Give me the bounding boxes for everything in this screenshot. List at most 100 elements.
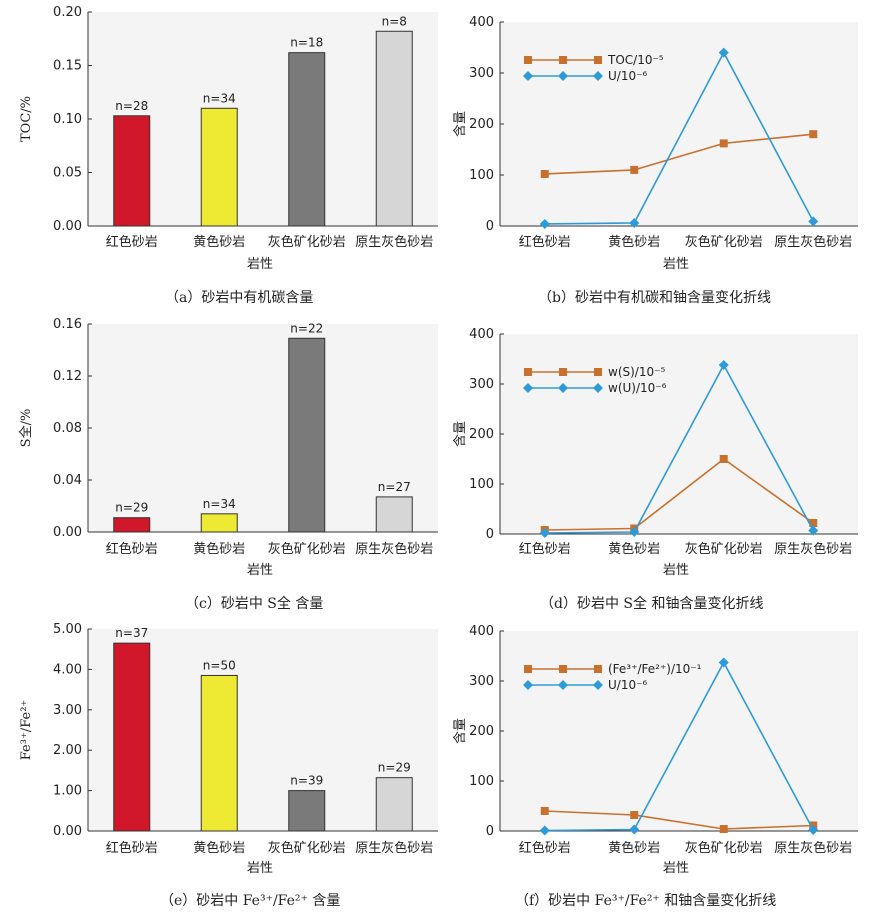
legend-marker xyxy=(594,56,602,64)
legend-marker xyxy=(523,383,533,393)
x-category-label: 红色砂岩 xyxy=(106,234,158,250)
caption-c: （c）砂岩中 S全 含量 xyxy=(185,596,324,612)
bar-n-label: n=28 xyxy=(115,99,148,113)
bar-n-label: n=39 xyxy=(290,774,323,788)
bar-n-label: n=18 xyxy=(290,36,323,50)
y-tick-label: 0 xyxy=(486,219,494,234)
legend-marker xyxy=(524,368,532,376)
bar xyxy=(375,30,413,227)
x-category-label: 灰色矿化砂岩 xyxy=(685,840,763,856)
legend-marker xyxy=(594,368,602,376)
x-category-label: 黄色砂岩 xyxy=(608,541,660,557)
y-tick-label: 3.00 xyxy=(53,703,82,718)
y-axis-title: TOC/% xyxy=(19,96,34,142)
y-tick-label: 5.00 xyxy=(53,622,82,637)
x-category-label: 灰色矿化砂岩 xyxy=(268,234,346,250)
data-point xyxy=(539,825,550,836)
x-category-label: 红色砂岩 xyxy=(519,234,571,250)
bar-n-label: n=37 xyxy=(115,626,148,640)
y-tick-label: 400 xyxy=(469,15,494,30)
y-axis-title: 含量 xyxy=(452,111,468,137)
data-point xyxy=(809,130,818,139)
data-point xyxy=(540,807,549,815)
data-point xyxy=(630,165,639,174)
legend-marker xyxy=(559,368,567,376)
x-axis-title: 岩性 xyxy=(247,257,273,272)
x-category-label: 灰色矿化砂岩 xyxy=(685,234,763,250)
y-tick-label: 100 xyxy=(469,774,494,789)
legend-marker xyxy=(558,71,568,81)
x-category-label: 红色砂岩 xyxy=(106,541,158,557)
legend-label: U/10⁻⁶ xyxy=(608,678,647,692)
x-category-label: 灰色矿化砂岩 xyxy=(268,541,346,557)
bar-n-label: n=50 xyxy=(203,658,236,672)
y-tick-label: 0.10 xyxy=(53,112,82,127)
x-category-label: 灰色矿化砂岩 xyxy=(268,840,346,856)
y-tick-label: 0.00 xyxy=(53,824,82,839)
caption-a: （a）砂岩中有机碳含量 xyxy=(165,290,314,306)
bar xyxy=(113,642,151,832)
x-category-label: 红色砂岩 xyxy=(519,840,571,856)
caption-d: （d）砂岩中 S全 和铀含量变化折线 xyxy=(540,596,764,612)
legend-label: U/10⁻⁶ xyxy=(608,69,647,83)
legend-marker xyxy=(558,383,568,393)
bar xyxy=(288,337,326,533)
bar xyxy=(375,777,413,832)
data-point xyxy=(809,519,818,527)
series-line xyxy=(544,133,814,175)
data-point xyxy=(540,169,549,178)
y-tick-label: 200 xyxy=(469,724,494,739)
data-point xyxy=(808,216,819,227)
plot-area xyxy=(500,334,858,534)
y-axis-title: Fe³⁺/Fe²⁺ xyxy=(19,700,34,761)
chart-e-fe-ratio-bar: 0.00 1.00 2.00 3.00 4.00 5.00 红色砂岩 黄色砂岩 灰色矿化砂岩 原生… xyxy=(19,622,438,876)
x-category-label: 黄色砂岩 xyxy=(193,234,245,250)
data-point xyxy=(808,525,819,536)
x-category-label: 原生灰色砂岩 xyxy=(774,234,852,250)
legend-marker xyxy=(524,665,532,673)
y-axis-title: 含量 xyxy=(452,718,468,744)
data-point xyxy=(719,455,728,463)
x-category-label: 黄色砂岩 xyxy=(608,234,660,250)
plot-area xyxy=(500,631,858,831)
caption-e: （e）砂岩中 Fe³⁺/Fe²⁺ 含量 xyxy=(160,893,341,909)
x-category-label: 原生灰色砂岩 xyxy=(774,541,852,557)
y-tick-label: 0.05 xyxy=(53,166,82,181)
y-tick-label: 0.20 xyxy=(53,5,82,20)
data-point xyxy=(629,824,640,835)
y-tick-label: 300 xyxy=(469,377,494,392)
y-tick-label: 400 xyxy=(469,624,494,639)
data-point xyxy=(629,217,640,228)
bar-n-label: n=34 xyxy=(203,497,236,511)
plot-area xyxy=(500,22,858,226)
bar-n-label: n=29 xyxy=(378,761,411,775)
x-axis-title: 岩性 xyxy=(247,563,273,578)
x-category-label: 黄色砂岩 xyxy=(193,541,245,557)
data-point xyxy=(719,139,728,148)
bar xyxy=(288,52,326,227)
x-category-label: 黄色砂岩 xyxy=(608,840,660,856)
data-point xyxy=(719,825,728,833)
legend-marker xyxy=(524,56,532,64)
y-axis-title: 含量 xyxy=(452,421,468,447)
y-tick-label: 200 xyxy=(469,117,494,132)
caption-b: （b）砂岩中有机碳和铀含量变化折线 xyxy=(538,290,771,306)
x-category-label: 原生灰色砂岩 xyxy=(355,541,433,557)
data-point xyxy=(718,657,729,668)
legend-marker xyxy=(559,56,567,64)
data-point xyxy=(718,47,729,58)
y-tick-label: 300 xyxy=(469,674,494,689)
legend-marker xyxy=(523,71,533,81)
y-tick-label: 0.00 xyxy=(53,219,82,234)
bar-n-label: n=8 xyxy=(382,14,407,28)
bar-n-label: n=27 xyxy=(378,480,411,494)
legend-label: w(U)/10⁻⁶ xyxy=(608,381,667,395)
x-axis-title: 岩性 xyxy=(663,563,689,578)
bar xyxy=(288,790,326,832)
y-tick-label: 400 xyxy=(469,327,494,342)
y-tick-label: 100 xyxy=(469,168,494,183)
legend-marker xyxy=(593,680,603,690)
